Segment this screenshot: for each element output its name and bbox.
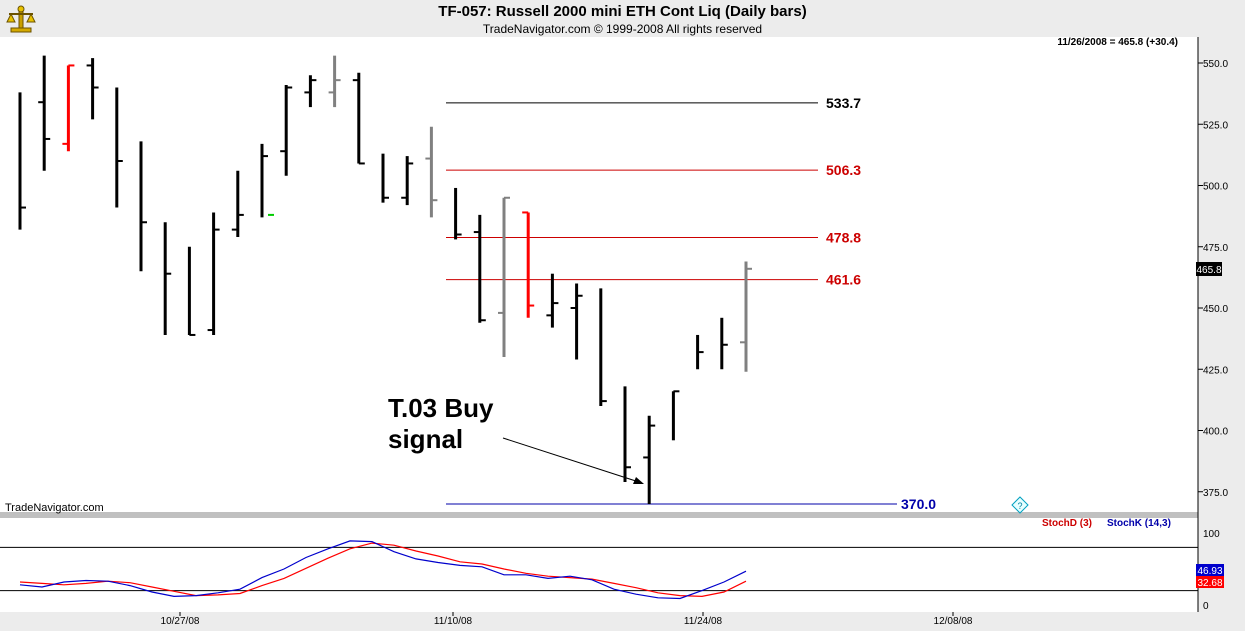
ohlc-bar[interactable] [570, 283, 583, 360]
price-tick-label: 425.0 [1203, 365, 1228, 376]
ohlc-bar[interactable] [207, 212, 220, 335]
ohlc-bar[interactable] [38, 55, 51, 171]
watermark: TradeNavigator.com [5, 502, 104, 514]
chart-subtitle: TradeNavigator.com © 1999-2008 All right… [482, 22, 763, 36]
level-label: 478.8 [826, 229, 861, 245]
price-tick-label: 475.0 [1203, 243, 1228, 254]
stoch-k-legend: StochK (14,3) [1107, 518, 1171, 529]
annotation-line1: T.03 Buy [388, 393, 494, 423]
ohlc-bar[interactable] [304, 75, 317, 108]
ohlc-bar[interactable] [522, 211, 535, 318]
last-price-label: 465.8 [1196, 265, 1221, 276]
ohlc-bar[interactable] [740, 261, 752, 372]
ohlc-bar[interactable] [498, 196, 510, 357]
price-tick-label: 375.0 [1203, 488, 1228, 499]
indicator-tick-label: 0 [1203, 601, 1209, 612]
price-tick-label: 450.0 [1203, 304, 1228, 315]
price-tick-label: 500.0 [1203, 182, 1228, 193]
ohlc-bar[interactable] [454, 187, 462, 240]
ohlc-bar[interactable] [546, 273, 559, 328]
ohlc-bar[interactable] [231, 170, 244, 237]
date-label: 10/27/08 [161, 616, 200, 627]
quote-readout: 11/26/2008 = 465.8 (+30.4) [1057, 37, 1178, 48]
ohlc-bar[interactable] [425, 126, 438, 218]
price-tick-label: 400.0 [1203, 427, 1228, 438]
level-label: 370.0 [901, 496, 936, 512]
ohlc-bar[interactable] [187, 246, 196, 336]
ohlc-bar[interactable] [115, 87, 123, 208]
annotation-arrowhead [633, 477, 644, 484]
ohlc-bar[interactable] [599, 288, 607, 406]
ohlc-bar[interactable] [260, 143, 268, 218]
chart-header: TF-057: Russell 2000 mini ETH Cont Liq (… [0, 0, 1245, 37]
price-axis-panel [1198, 37, 1245, 631]
annotation-arrow [502, 437, 643, 484]
stoch-d-legend: StochD (3) [1042, 518, 1092, 529]
stoch-d-line[interactable] [19, 542, 747, 598]
help-diamond-icon[interactable]: ? [1011, 496, 1029, 514]
stoch-k-value-tag [1196, 564, 1224, 576]
chart-title: TF-057: Russell 2000 mini ETH Cont Liq (… [438, 3, 807, 20]
ohlc-bar[interactable] [696, 334, 704, 370]
indicator-tick-label: 100 [1203, 529, 1220, 540]
ohlc-bar[interactable] [401, 156, 414, 206]
ohlc-bar[interactable] [720, 317, 728, 370]
ohlc-bar[interactable] [381, 153, 389, 203]
ohlc-bar[interactable] [671, 390, 680, 441]
stoch-d-value: 32.68 [1197, 578, 1222, 589]
ohlc-bar[interactable] [623, 386, 631, 482]
price-tick-label: 525.0 [1203, 120, 1228, 131]
ohlc-bar[interactable] [139, 141, 147, 272]
price-panel [0, 37, 1198, 515]
date-label: 11/24/08 [684, 616, 723, 627]
ohlc-bar[interactable] [163, 222, 172, 335]
date-label: 12/08/08 [934, 616, 973, 627]
date-axis-panel [0, 612, 1198, 631]
level-label: 533.7 [826, 95, 861, 111]
svg-text:?: ? [1017, 501, 1022, 511]
scales-icon [6, 5, 36, 33]
ohlc-bar[interactable] [643, 415, 656, 504]
stoch-d-value-tag [1196, 576, 1224, 588]
ohlc-bar[interactable] [328, 55, 341, 108]
annotation-line2: signal [388, 424, 463, 454]
stoch-k-value: 46.93 [1197, 566, 1222, 577]
level-label: 506.3 [826, 162, 861, 178]
level-label: 461.6 [826, 272, 861, 288]
ohlc-bar[interactable] [473, 214, 486, 323]
price-tick-label: 550.0 [1203, 59, 1228, 70]
ohlc-bar[interactable] [86, 58, 99, 120]
date-label: 11/10/08 [434, 616, 473, 627]
ohlc-bar[interactable] [352, 72, 365, 165]
ohlc-bar[interactable] [280, 85, 293, 176]
stoch-k-line[interactable] [19, 540, 747, 600]
last-price-tag [1196, 262, 1222, 276]
ohlc-bar[interactable] [18, 92, 26, 230]
ohlc-bar[interactable] [62, 64, 75, 152]
